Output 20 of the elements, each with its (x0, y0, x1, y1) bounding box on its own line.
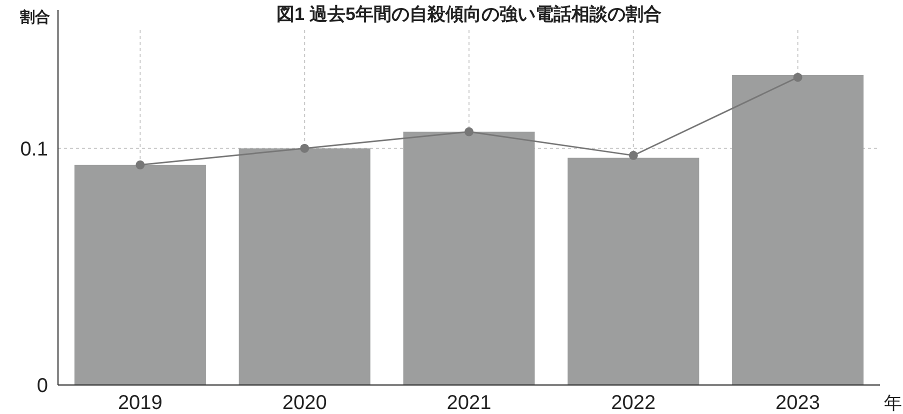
y-tick-label: 0 (36, 375, 48, 397)
bar (74, 164, 206, 385)
bar (403, 132, 535, 385)
x-tick-label: 2020 (282, 392, 327, 414)
x-tick-label: 2021 (446, 392, 492, 414)
bar (732, 74, 864, 385)
x-axis-title: 年 (884, 393, 902, 413)
point (136, 160, 145, 170)
chart-title: 図1 過去5年間の自殺傾向の強い電話相談の割合 (276, 4, 662, 24)
point (628, 150, 638, 160)
bar (568, 158, 700, 385)
x-tick-label: 2022 (611, 392, 656, 414)
bar (238, 148, 370, 385)
point (464, 127, 474, 136)
y-tick-label: 0.1 (20, 138, 48, 160)
x-tick-label: 2023 (776, 392, 820, 414)
x-tick-label: 2019 (118, 392, 162, 414)
point (793, 72, 802, 82)
y-axis-title: 割合 (19, 9, 50, 26)
point (300, 144, 310, 153)
